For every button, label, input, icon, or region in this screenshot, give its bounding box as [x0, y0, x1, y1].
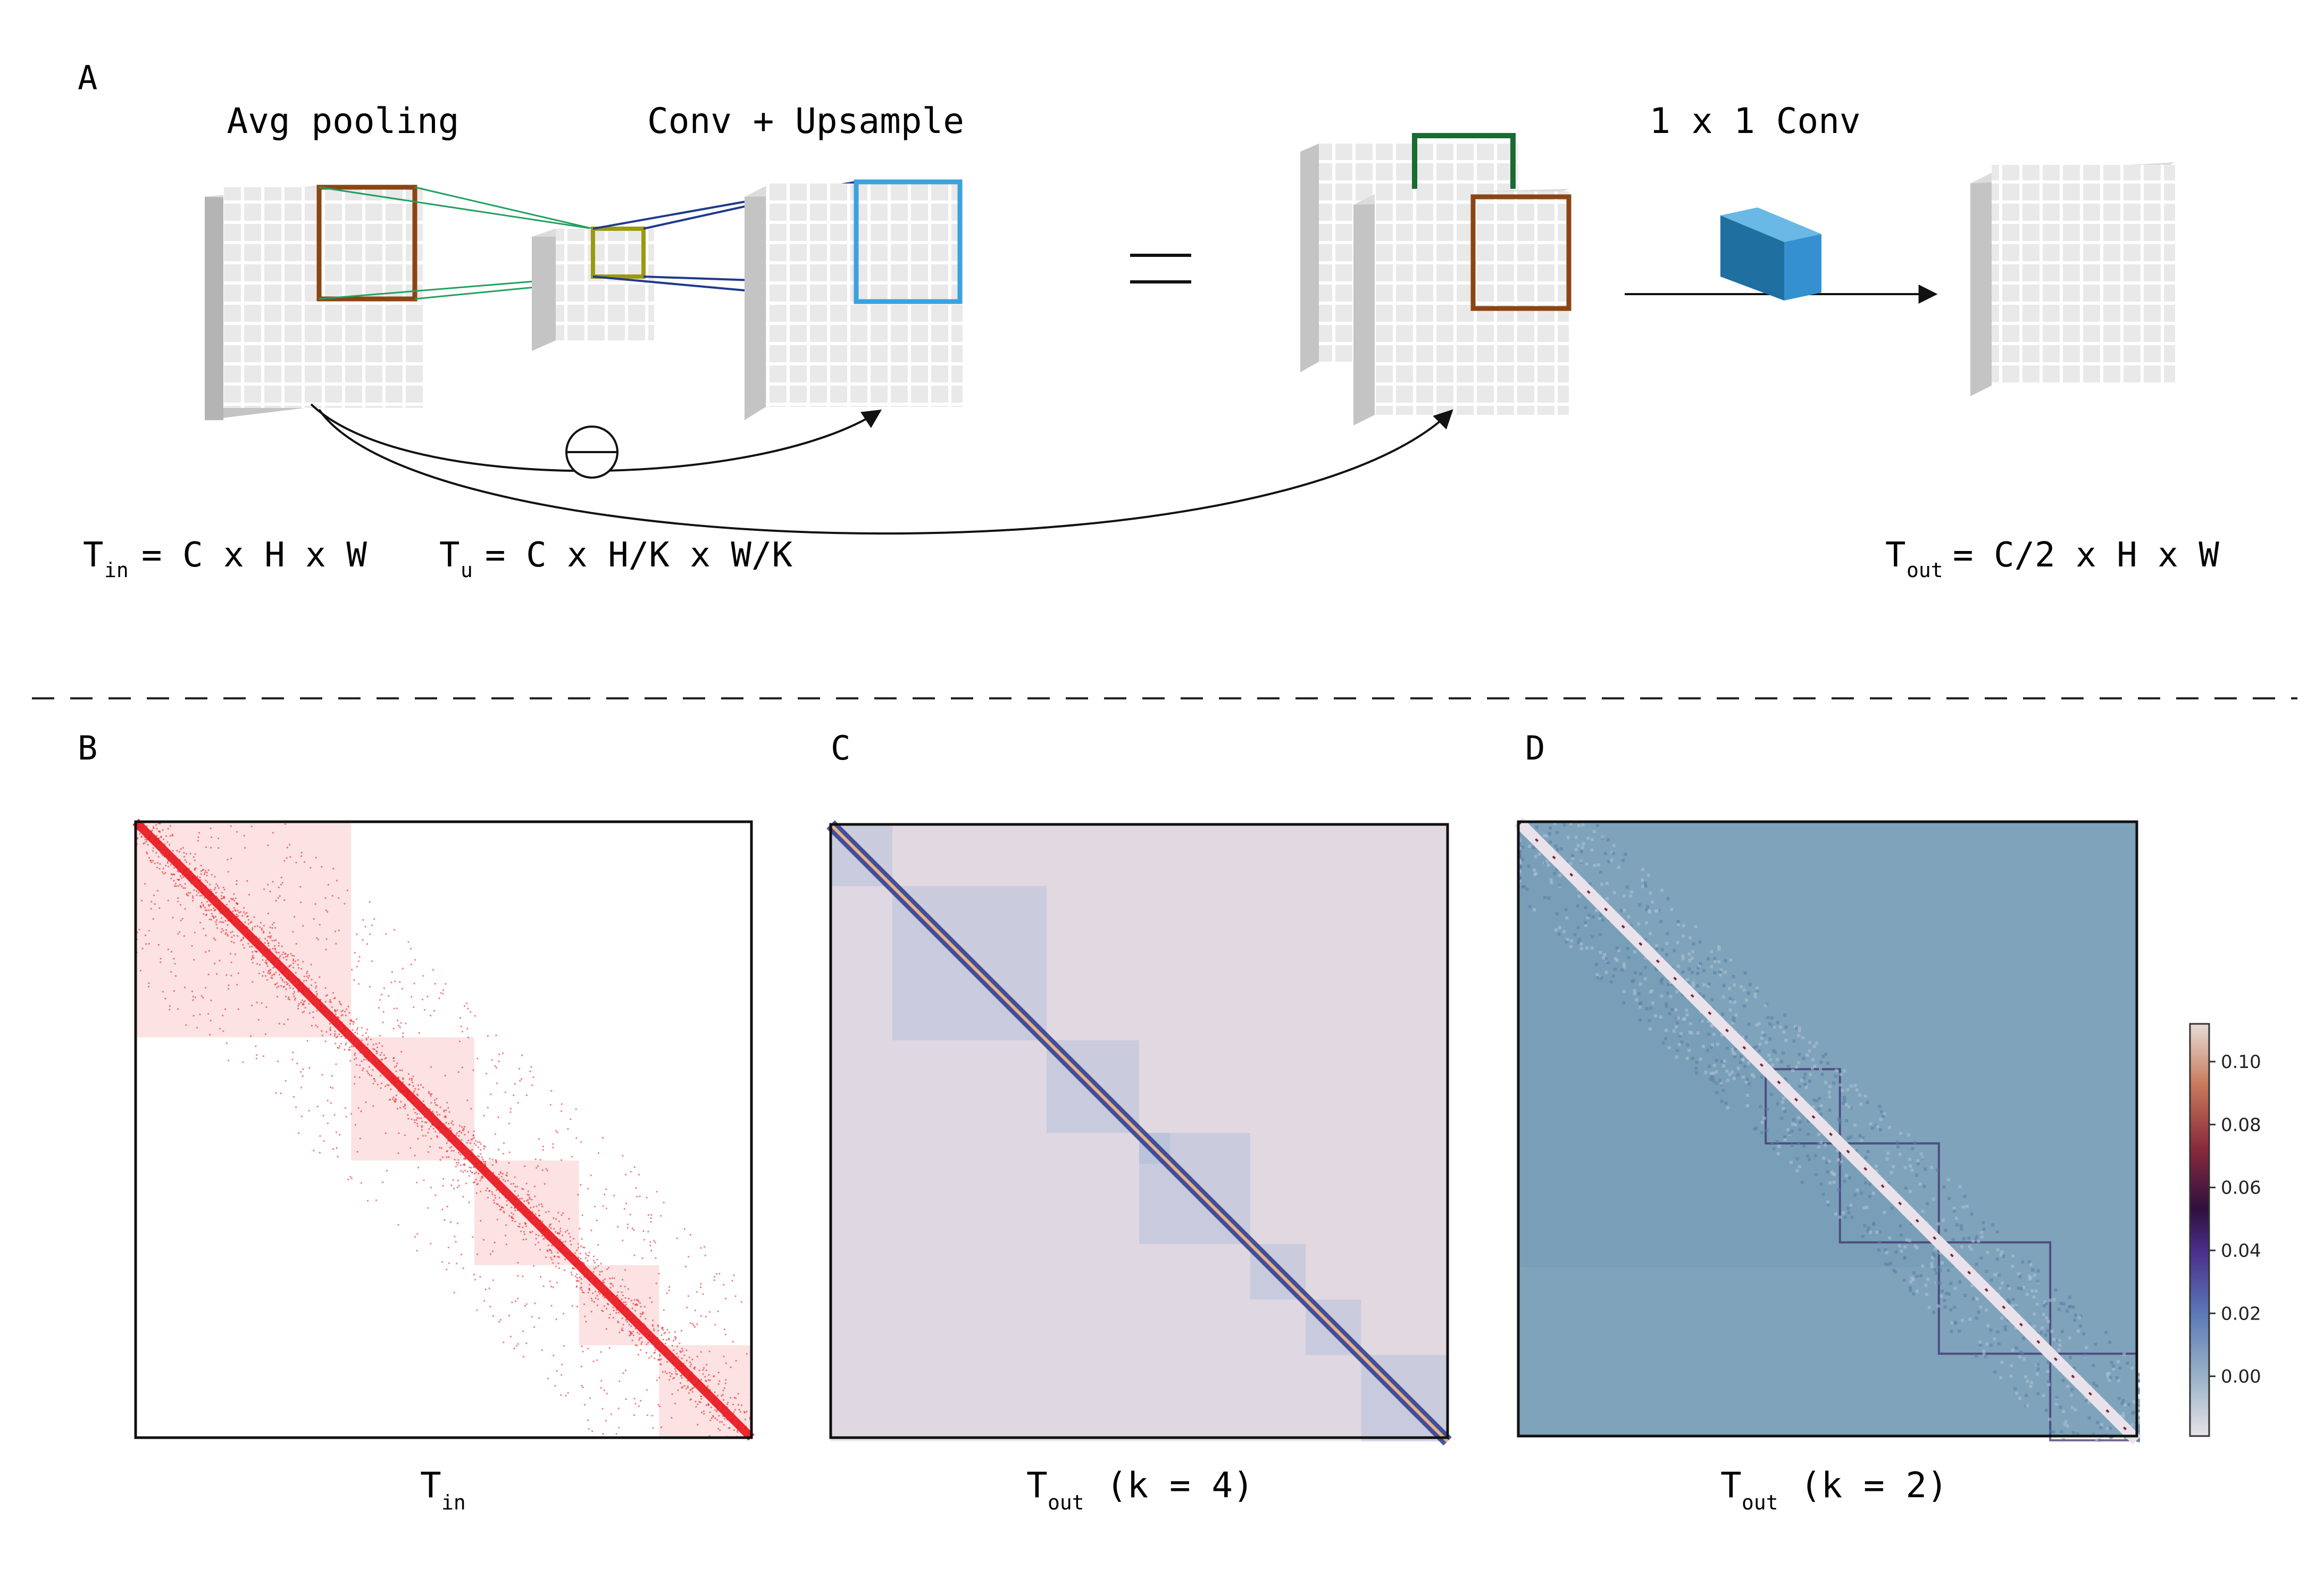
colorbar-tick-label: 0.02 — [2221, 1303, 2261, 1324]
concat-back-window — [1412, 133, 1516, 189]
input-window-box — [316, 185, 417, 302]
svg-text:T: T — [1720, 1465, 1742, 1506]
upsampled-tensor-block — [745, 179, 963, 420]
svg-text:out: out — [1742, 1491, 1778, 1514]
svg-text:T: T — [83, 536, 104, 575]
colorbar: 0.10 0.08 0.06 0.04 0.02 0.00 — [2189, 1023, 2261, 1437]
input-tensor-block — [205, 185, 425, 420]
output-tensor-block — [1970, 162, 2175, 396]
colorbar-tick-label: 0.08 — [2221, 1114, 2261, 1136]
panel-label-d: D — [1525, 729, 1545, 767]
svg-text:= C x H x W: = C x H x W — [141, 536, 367, 575]
panel-label-a: A — [78, 59, 97, 97]
formula-output: T out = C/2 x H x W — [1885, 536, 2219, 582]
avg-pooling-title: Avg pooling — [227, 101, 459, 141]
svg-text:T: T — [1885, 536, 1906, 575]
colorbar-tick-label: 0.04 — [2221, 1240, 2261, 1262]
svg-text:out: out — [1907, 558, 1943, 582]
pooled-window-box — [591, 227, 646, 279]
formula-input: T in = C x H x W — [83, 536, 367, 582]
svg-text:(k = 4): (k = 4) — [1085, 1465, 1254, 1506]
svg-text:T: T — [1026, 1465, 1048, 1506]
svg-text:= C x H/K x W/K: = C x H/K x W/K — [485, 536, 792, 575]
colorbar-tick-label: 0.00 — [2221, 1366, 2261, 1388]
upsampled-window-box — [854, 179, 963, 304]
svg-text:out: out — [1048, 1491, 1084, 1514]
hic-map-input — [132, 819, 755, 1441]
svg-text:(k = 2): (k = 2) — [1779, 1465, 1948, 1506]
formula-upsample: T u = C x H/K x W/K — [439, 536, 792, 582]
colorbar-tick-label: 0.10 — [2221, 1052, 2261, 1073]
caption-b: T in — [420, 1465, 466, 1514]
one-by-one-conv-title: 1 x 1 Conv — [1649, 101, 1860, 141]
concat-skip-arrow — [318, 408, 1453, 535]
caption-c: T out (k = 4) — [1026, 1465, 1254, 1514]
equals-sign — [1130, 254, 1191, 283]
conv-upsample-title: Conv + Upsample — [647, 101, 964, 141]
conv-cube-icon — [1720, 207, 1821, 301]
concat-front-window — [1470, 194, 1571, 311]
svg-text:in: in — [104, 558, 129, 582]
colorbar-tick-label: 0.06 — [2221, 1178, 2261, 1199]
hic-map-output-k4 — [826, 820, 1452, 1446]
minus-circle-icon — [565, 425, 618, 479]
panel-label-c: C — [831, 729, 850, 767]
svg-text:in: in — [441, 1491, 466, 1514]
caption-d: T out (k = 2) — [1720, 1465, 1948, 1514]
panel-label-b: B — [78, 729, 97, 767]
pooled-tensor-block — [532, 227, 654, 351]
svg-text:u: u — [461, 558, 473, 582]
hic-map-output-k2 — [1514, 817, 2141, 1445]
svg-text:T: T — [420, 1465, 441, 1506]
concat-tensor-block — [1300, 133, 1571, 425]
svg-text:T: T — [439, 536, 460, 575]
svg-text:= C/2 x H x W: = C/2 x H x W — [1953, 536, 2219, 575]
